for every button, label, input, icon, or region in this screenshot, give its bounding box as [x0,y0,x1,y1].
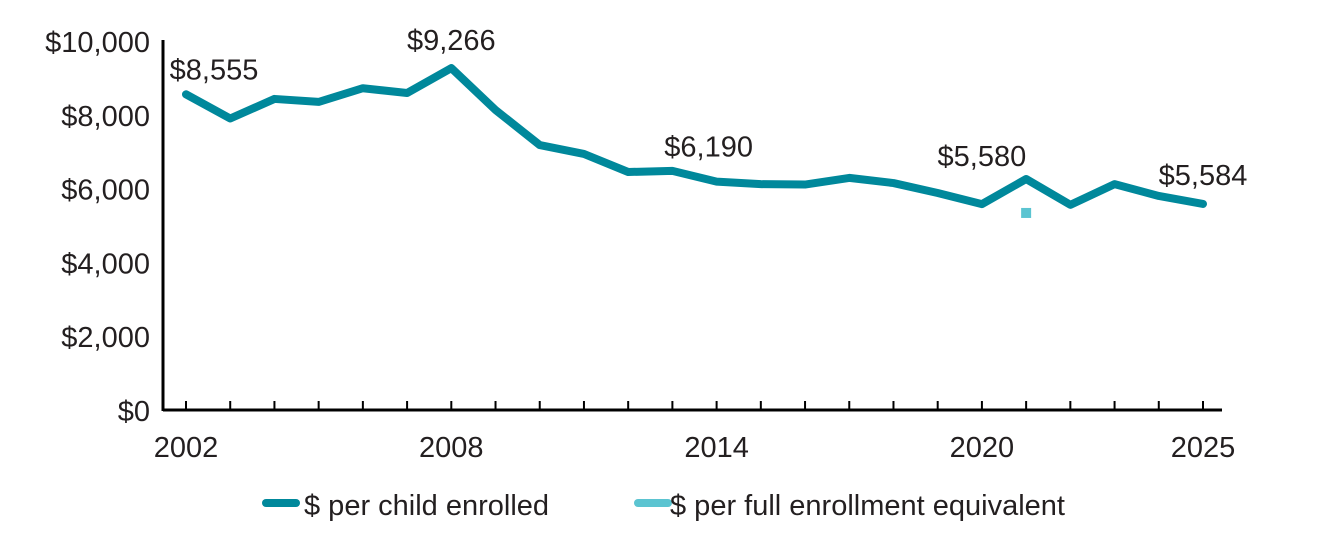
x-tick-label: 2025 [1171,432,1236,464]
data-label: $8,555 [170,54,259,86]
annotations-layer: $8,555 $9,266 $6,190 $5,580 $5,584 [170,25,1248,192]
data-label: $5,584 [1159,160,1248,192]
y-tick-label: $4,000 [61,248,150,280]
data-label: $9,266 [407,25,496,57]
legend-label: $ per full enrollment equivalent [670,490,1065,522]
y-tick-label: $10,000 [45,27,150,59]
x-tick-label: 2014 [684,432,749,464]
x-axis: 2002 2008 2014 2020 2025 [154,401,1236,464]
y-tick-label: $0 [118,396,150,428]
data-label: $6,190 [664,132,753,164]
y-tick-label: $6,000 [61,175,150,207]
x-tick-label: 2002 [154,432,219,464]
legend: $ per child enrolled $ per full enrollmen… [266,490,1065,522]
y-tick-label: $8,000 [61,101,150,133]
x-tick-label: 2020 [950,432,1015,464]
data-point-per-fte [1021,208,1031,218]
y-axis: $0 $2,000 $4,000 $6,000 $8,000 $10,000 [45,27,163,428]
x-tick-label: 2008 [419,432,484,464]
legend-label: $ per child enrolled [304,490,549,522]
data-label: $5,580 [938,141,1027,173]
y-tick-label: $2,000 [61,322,150,354]
